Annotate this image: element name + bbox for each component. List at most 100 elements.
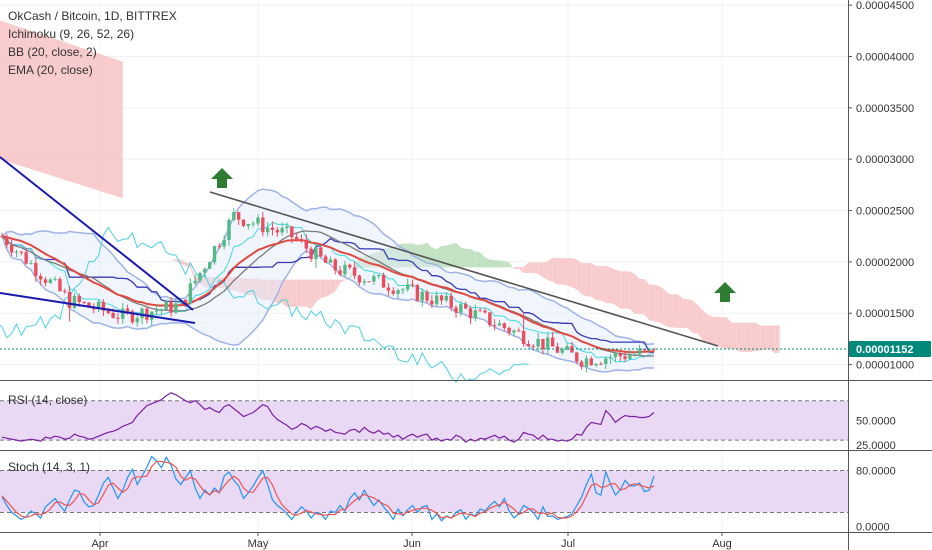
cloud-segment-bearish	[769, 325, 775, 354]
candle-body	[304, 239, 308, 249]
candle	[652, 348, 656, 352]
candle-body	[101, 301, 106, 311]
candle	[401, 287, 405, 295]
rsi-legend: RSI (14, close)	[8, 393, 87, 407]
price-axis-background	[848, 0, 932, 550]
candle	[420, 288, 424, 307]
candle	[454, 305, 458, 318]
candle-body	[338, 270, 342, 275]
candle	[63, 288, 67, 294]
trendline-drawings[interactable]	[0, 156, 736, 347]
candle	[546, 332, 550, 354]
candle	[174, 297, 178, 315]
cloud-segment-bullish	[485, 257, 490, 268]
ema-path	[1, 235, 655, 354]
candle	[473, 304, 478, 322]
cloud-segment-bearish	[523, 262, 529, 273]
candle	[159, 308, 164, 316]
cloud-segment-bullish	[470, 249, 476, 268]
stoch-tick-label: 0.0000	[856, 521, 890, 533]
candlesticks	[0, 208, 656, 373]
candle	[14, 249, 19, 258]
candle-body	[333, 259, 337, 271]
candle	[628, 349, 632, 360]
cloud-segment-bearish	[654, 284, 659, 323]
candle-body	[410, 284, 415, 286]
cloud-segment-bearish	[325, 279, 331, 298]
candle	[232, 208, 236, 222]
candle	[391, 287, 395, 296]
candle-body	[256, 217, 260, 224]
candle	[121, 302, 125, 324]
ichimoku-legend: Ichimoku (9, 26, 52, 26)	[8, 27, 134, 41]
candle-body	[488, 312, 492, 326]
cloud-segment-bullish	[456, 242, 461, 268]
cloud-segment-bearish	[340, 279, 345, 283]
cloud-segment-bearish	[596, 266, 601, 301]
candle	[285, 222, 289, 234]
candle-body	[555, 346, 560, 353]
candle	[72, 293, 77, 310]
candle-body	[299, 239, 304, 241]
cloud-segment-bearish	[673, 294, 679, 328]
rsi-line	[1, 392, 655, 443]
rsi-pane[interactable]	[0, 392, 848, 443]
candle	[256, 214, 260, 227]
chart-title: OkCash / Bitcoin, 1D, BITTREX	[8, 9, 177, 23]
candle	[488, 312, 492, 328]
candle-body	[58, 279, 62, 291]
stoch-pane[interactable]	[0, 455, 848, 522]
candle	[613, 351, 618, 362]
candle-body	[246, 224, 251, 226]
candle	[270, 221, 275, 236]
candle	[135, 315, 139, 327]
candle	[154, 305, 159, 316]
cloud-segment-bearish	[586, 262, 592, 297]
candle-body	[425, 291, 429, 301]
candle	[222, 235, 226, 250]
time-tick-label: Apr	[91, 538, 108, 550]
cloud-segment-bullish	[504, 261, 510, 268]
cloud-segment-bearish	[190, 263, 196, 284]
candle-body	[34, 262, 38, 276]
candle	[406, 278, 410, 292]
cloud-segment-bearish	[702, 309, 708, 344]
candle-body	[203, 268, 207, 273]
candle	[217, 243, 222, 250]
candle-body	[642, 349, 647, 351]
candle-body	[463, 304, 468, 309]
candle-body	[502, 323, 507, 328]
candle	[188, 278, 193, 305]
candle-body	[517, 330, 521, 332]
candle-body	[38, 275, 43, 280]
price-pane[interactable]	[0, 20, 848, 383]
candle-body	[29, 262, 33, 264]
candle-body	[386, 287, 391, 291]
candle	[348, 263, 352, 270]
candle	[343, 261, 347, 277]
candle	[203, 267, 207, 278]
candle-body	[584, 358, 589, 367]
candle	[280, 222, 284, 236]
rsi-band	[0, 400, 848, 441]
candle-body	[454, 307, 458, 313]
candle-body	[154, 310, 159, 312]
candle-body	[270, 227, 275, 231]
price-tick-label: 0.00002500	[856, 206, 914, 218]
candle-body	[48, 279, 52, 283]
candle	[560, 347, 564, 355]
candle	[410, 279, 415, 288]
cloud-segment-bearish	[610, 267, 616, 305]
candle	[48, 277, 52, 284]
candle	[459, 300, 463, 316]
candle-body	[406, 284, 410, 290]
candle	[608, 354, 613, 364]
cloud-segment-bullish	[499, 260, 505, 268]
candle-body	[497, 323, 502, 326]
candle-body	[121, 308, 125, 319]
candle-body	[251, 223, 255, 225]
candle-body	[478, 310, 482, 312]
price-tick-label: 0.00003000	[856, 154, 914, 166]
candle-body	[140, 308, 144, 319]
